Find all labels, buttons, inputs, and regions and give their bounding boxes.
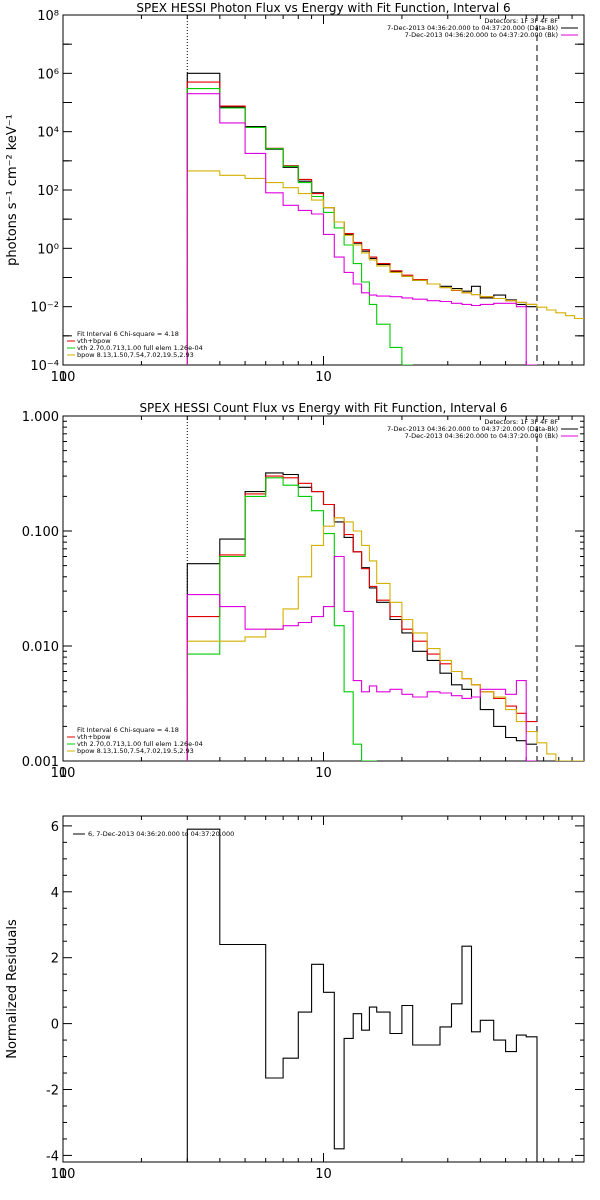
y-tick-label: 10⁰ [37,242,59,257]
x-tick-label: 10 [315,1167,332,1182]
y-tick-label: 0.001 [22,755,59,770]
series-data [186,72,537,365]
series-bpow-extension [536,731,584,761]
panel-1: SPEX HESSI Photon Flux vs Energy with Fi… [5,1,585,385]
y-tick-label: 6 [51,820,59,835]
x-tick-label: 10 [315,766,332,781]
legend-entry: vth 2.70,0.713,1.00 full elem 1.26e-04 [77,344,203,352]
legend-entry: 7-Dec-2013 04:36:20.000 to 04:37:20.000 … [405,31,558,39]
legend-entry: bpow 8.13,1.50,7.54,7.02,19.5,2.93 [77,747,194,755]
x-tick-label: 10 [315,370,332,385]
y-tick-label: 10⁸ [37,9,59,24]
y-tick-label: 10² [37,184,59,199]
legend-entry: bpow 8.13,1.50,7.54,7.02,19.5,2.93 [77,351,194,359]
series-bk [186,555,537,761]
y-tick-label: 10⁴ [37,126,59,141]
y-tick-label: 0.010 [22,640,59,655]
y-axis-label: photons s⁻¹ cm⁻² keV⁻¹ [5,114,20,266]
legend-entry: 7-Dec-2013 04:36:20.000 to 04:37:20.000 … [387,24,558,32]
panel-3: Normalized Residuals 1 10 100 -4 -2 0 2 4 6 6, 7-D… [5,815,585,1182]
legend-entry: 7-Dec-2013 04:36:20.000 to 04:37:20.000 … [405,432,558,440]
y-tick-label: 2 [51,952,59,967]
y-tick-label: 4 [51,886,59,901]
series-bpow-extension [536,304,584,320]
x-tick-label: 100 [51,1167,76,1182]
legend-entry: vth+bpow [77,337,111,345]
plot-frame [62,14,585,366]
chart-title: SPEX HESSI Photon Flux vs Energy with Fi… [136,1,510,15]
x-tick-label: 1 [59,370,67,385]
legend-entry: Fit Interval 6 Chi-square = 4.18 [77,330,179,338]
series-vth [186,477,377,761]
legend-entry: vth+bpow [77,733,111,741]
series-total [186,81,537,365]
y-tick-label: 1.000 [22,410,59,425]
series-bk [186,93,537,365]
series-resid [186,828,538,1162]
y-tick-label: -4 [46,1149,59,1164]
y-tick-label: -2 [46,1084,59,1099]
y-tick-label: 10⁻² [30,301,59,316]
y-tick-label: 10⁻⁴ [30,359,59,374]
series-total [186,475,537,761]
x-tick-label: 1 [59,1167,67,1182]
legend-detectors: Detectors: 1F 3F 4F 8F [484,418,558,426]
series-bpow [186,170,537,365]
series-vth [186,88,413,365]
legend-entry: 6, 7-Dec-2013 04:36:20.000 to 04:37:20.0… [88,830,234,838]
panel-2: SPEX HESSI Count Flux vs Energy with Fit… [22,401,585,781]
series-data [186,472,537,761]
x-tick-label: 100 [51,370,76,385]
x-tick-label: 1 [59,766,67,781]
y-axis-label: Normalized Residuals [5,919,20,1059]
legend-entry: vth 2.70,0.713,1.00 full elem 1.26e-04 [77,740,203,748]
series-bpow [186,517,537,761]
legend-detectors: Detectors: 1F 3F 4F 8F [484,17,558,25]
legend-entry: Fit Interval 6 Chi-square = 4.18 [77,726,179,734]
x-tick-label: 100 [51,766,76,781]
y-tick-label: 0.100 [22,525,59,540]
y-tick-label: 10⁶ [37,67,59,82]
chart-title: SPEX HESSI Count Flux vs Energy with Fit… [139,401,507,415]
legend-entry: 7-Dec-2013 04:36:20.000 to 04:37:20.000 … [387,425,558,433]
y-tick-label: 0 [51,1018,59,1033]
